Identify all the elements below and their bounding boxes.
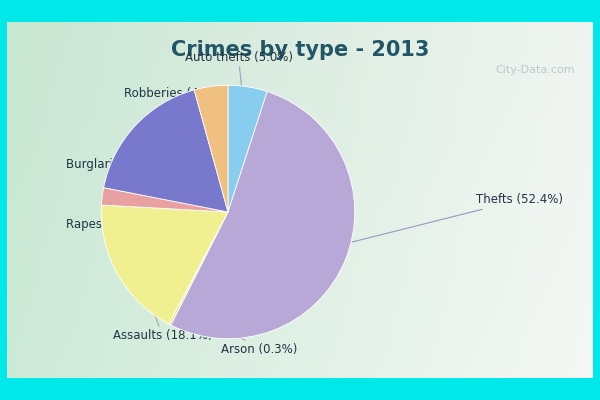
Wedge shape [104, 90, 228, 212]
Wedge shape [101, 205, 228, 324]
Text: Crimes by type - 2013: Crimes by type - 2013 [171, 40, 429, 60]
Text: Rapes (2.2%): Rapes (2.2%) [66, 201, 145, 232]
Wedge shape [228, 85, 267, 212]
Wedge shape [171, 92, 355, 339]
Text: Auto thefts (5.0%): Auto thefts (5.0%) [185, 51, 293, 118]
Text: Robberies (4.3%): Robberies (4.3%) [124, 87, 226, 118]
Text: Arson (0.3%): Arson (0.3%) [179, 296, 297, 356]
Wedge shape [169, 212, 228, 325]
Text: Assaults (18.1%): Assaults (18.1%) [113, 259, 212, 342]
Wedge shape [101, 188, 228, 212]
Text: City-Data.com: City-Data.com [496, 65, 575, 75]
Text: Thefts (52.4%): Thefts (52.4%) [328, 194, 563, 248]
Wedge shape [194, 85, 228, 212]
Text: Burglaries (17.6%): Burglaries (17.6%) [66, 148, 176, 171]
